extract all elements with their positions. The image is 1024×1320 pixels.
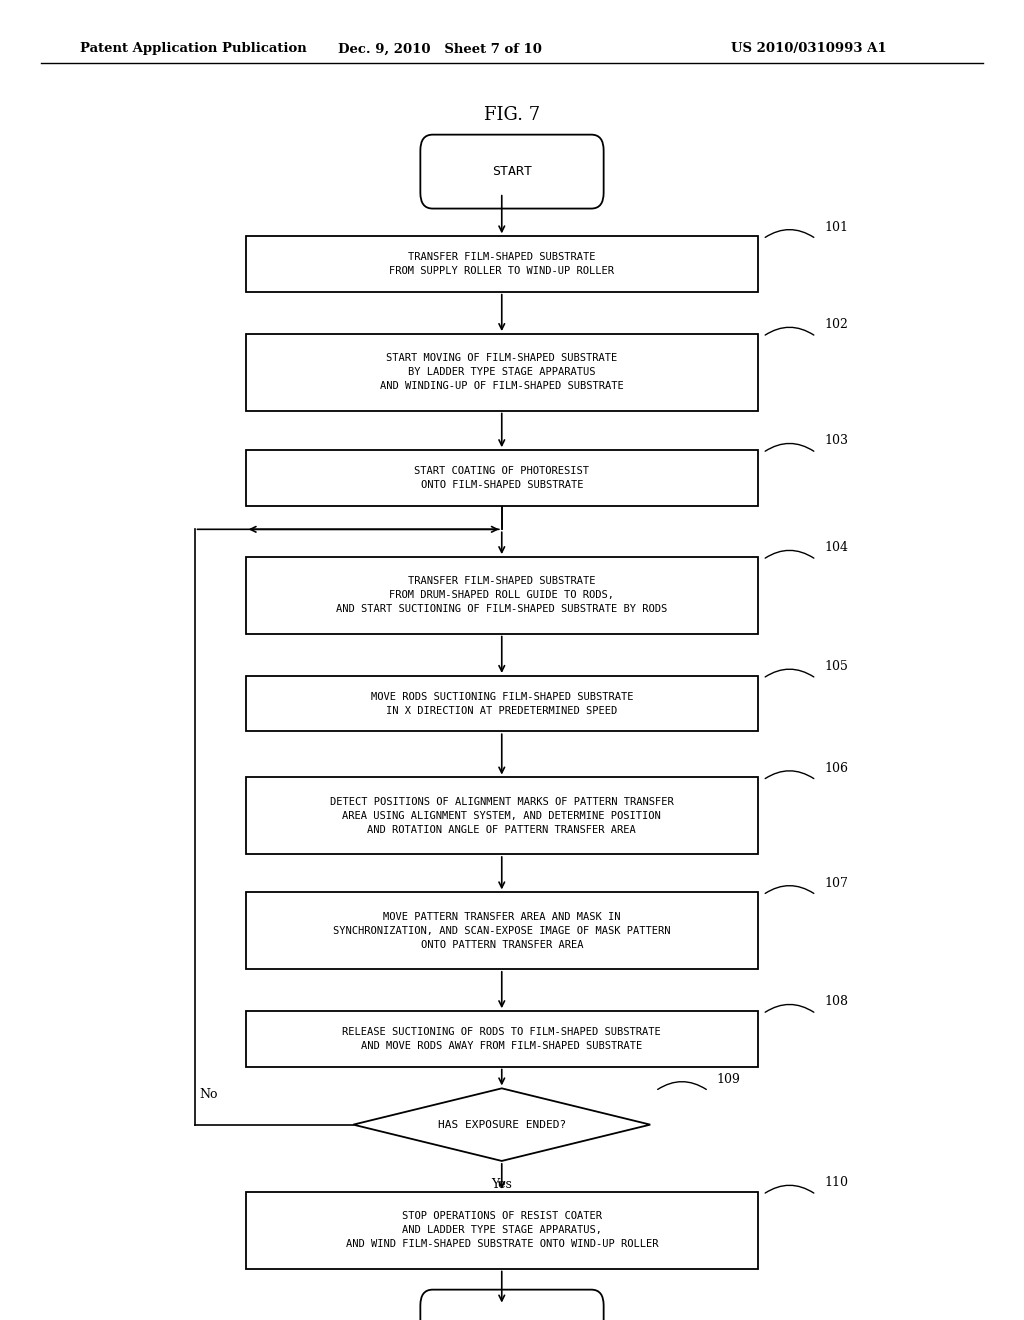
FancyBboxPatch shape [420,135,603,209]
FancyBboxPatch shape [420,1290,603,1320]
Text: 109: 109 [717,1073,740,1085]
Text: 107: 107 [824,876,848,890]
Text: MOVE RODS SUCTIONING FILM-SHAPED SUBSTRATE
IN X DIRECTION AT PREDETERMINED SPEED: MOVE RODS SUCTIONING FILM-SHAPED SUBSTRA… [371,692,633,715]
Text: STOP OPERATIONS OF RESIST COATER
AND LADDER TYPE STAGE APPARATUS,
AND WIND FILM-: STOP OPERATIONS OF RESIST COATER AND LAD… [345,1212,658,1249]
Text: 106: 106 [824,762,848,775]
Text: START MOVING OF FILM-SHAPED SUBSTRATE
BY LADDER TYPE STAGE APPARATUS
AND WINDING: START MOVING OF FILM-SHAPED SUBSTRATE BY… [380,354,624,391]
Text: RELEASE SUCTIONING OF RODS TO FILM-SHAPED SUBSTRATE
AND MOVE RODS AWAY FROM FILM: RELEASE SUCTIONING OF RODS TO FILM-SHAPE… [342,1027,662,1051]
FancyBboxPatch shape [246,676,758,731]
Text: Patent Application Publication: Patent Application Publication [80,42,306,55]
FancyBboxPatch shape [246,450,758,506]
Text: TRANSFER FILM-SHAPED SUBSTRATE
FROM SUPPLY ROLLER TO WIND-UP ROLLER: TRANSFER FILM-SHAPED SUBSTRATE FROM SUPP… [389,252,614,276]
FancyBboxPatch shape [246,557,758,634]
Text: 103: 103 [824,434,848,447]
Text: 110: 110 [824,1176,848,1189]
Text: START COATING OF PHOTORESIST
ONTO FILM-SHAPED SUBSTRATE: START COATING OF PHOTORESIST ONTO FILM-S… [415,466,589,490]
Text: HAS EXPOSURE ENDED?: HAS EXPOSURE ENDED? [437,1119,566,1130]
Text: 108: 108 [824,995,848,1008]
FancyBboxPatch shape [246,892,758,969]
FancyBboxPatch shape [246,236,758,292]
FancyBboxPatch shape [246,1011,758,1067]
Text: MOVE PATTERN TRANSFER AREA AND MASK IN
SYNCHRONIZATION, AND SCAN-EXPOSE IMAGE OF: MOVE PATTERN TRANSFER AREA AND MASK IN S… [333,912,671,949]
FancyBboxPatch shape [246,334,758,411]
Text: Dec. 9, 2010   Sheet 7 of 10: Dec. 9, 2010 Sheet 7 of 10 [338,42,543,55]
FancyBboxPatch shape [246,777,758,854]
Text: Yes: Yes [492,1179,512,1191]
Text: 101: 101 [824,220,848,234]
Text: DETECT POSITIONS OF ALIGNMENT MARKS OF PATTERN TRANSFER
AREA USING ALIGNMENT SYS: DETECT POSITIONS OF ALIGNMENT MARKS OF P… [330,797,674,834]
Text: START: START [492,165,532,178]
Text: US 2010/0310993 A1: US 2010/0310993 A1 [731,42,887,55]
Text: 102: 102 [824,318,848,331]
Polygon shape [353,1088,650,1162]
Text: No: No [200,1088,218,1101]
FancyBboxPatch shape [246,1192,758,1269]
Text: FIG. 7: FIG. 7 [484,106,540,124]
Text: TRANSFER FILM-SHAPED SUBSTRATE
FROM DRUM-SHAPED ROLL GUIDE TO RODS,
AND START SU: TRANSFER FILM-SHAPED SUBSTRATE FROM DRUM… [336,577,668,614]
Text: 104: 104 [824,541,848,554]
Text: 105: 105 [824,660,848,673]
